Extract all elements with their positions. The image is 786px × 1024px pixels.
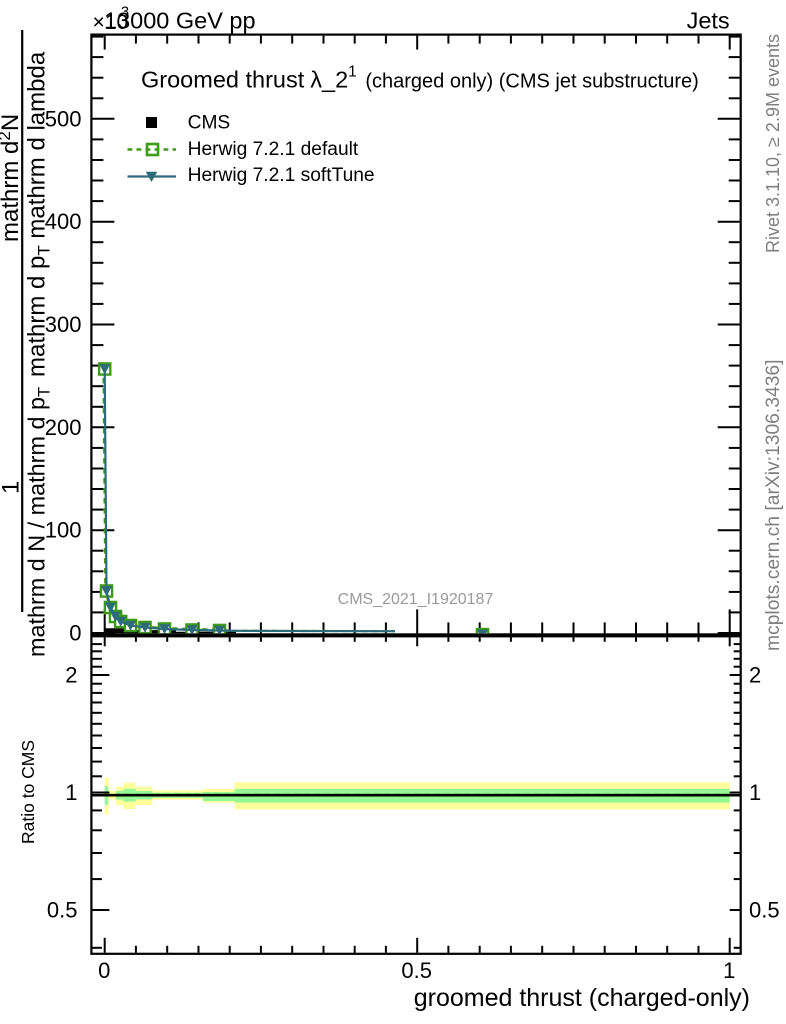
svg-text:Herwig 7.2.1 default: Herwig 7.2.1 default	[188, 139, 359, 160]
svg-text:Rivet 3.1.10, ≥ 2.9M events: Rivet 3.1.10, ≥ 2.9M events	[763, 34, 783, 253]
svg-text:2: 2	[65, 663, 77, 688]
svg-text:CMS: CMS	[188, 113, 231, 134]
svg-text:300: 300	[45, 312, 82, 337]
svg-text:13000 GeV pp: 13000 GeV pp	[104, 8, 256, 34]
svg-text:mcplots.cern.ch [arXiv:1306.34: mcplots.cern.ch [arXiv:1306.3436]	[763, 359, 784, 651]
svg-text:0.5: 0.5	[401, 958, 432, 983]
svg-text:Jets: Jets	[687, 8, 730, 34]
svg-text:1: 1	[0, 481, 25, 494]
svg-text:×10: ×10	[93, 11, 129, 34]
svg-text:200: 200	[45, 415, 82, 440]
svg-text:mathrm d pT mathrm d lambda: mathrm d pT mathrm d lambda	[24, 51, 54, 377]
svg-text:0: 0	[98, 958, 110, 983]
svg-text:100: 100	[45, 518, 82, 543]
svg-text:mathrm d N / mathrm d pT: mathrm d N / mathrm d pT	[24, 387, 54, 657]
svg-text:groomed thrust (charged-only): groomed thrust (charged-only)	[414, 984, 750, 1012]
svg-text:1: 1	[723, 958, 735, 983]
svg-text:Herwig 7.2.1 softTune: Herwig 7.2.1 softTune	[188, 165, 375, 186]
svg-text:400: 400	[45, 209, 82, 234]
svg-text:0.5: 0.5	[749, 898, 780, 923]
svg-text:Ratio to CMS: Ratio to CMS	[18, 740, 38, 844]
svg-text:0.5: 0.5	[47, 898, 78, 923]
svg-text:0: 0	[69, 621, 81, 646]
svg-text:CMS_2021_I1920187: CMS_2021_I1920187	[338, 591, 494, 608]
svg-text:2: 2	[749, 663, 761, 688]
svg-text:1: 1	[749, 780, 761, 805]
svg-text:500: 500	[45, 106, 82, 131]
svg-text:3: 3	[121, 5, 129, 21]
svg-text:1: 1	[65, 780, 77, 805]
